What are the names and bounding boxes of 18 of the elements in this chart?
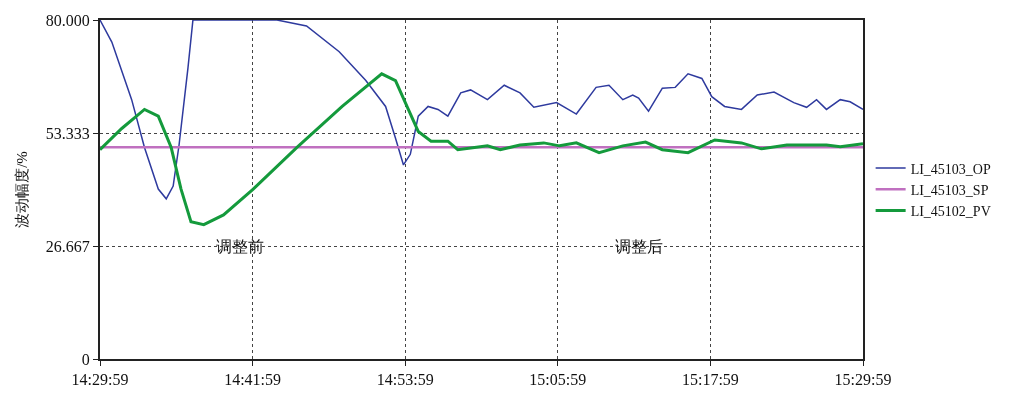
- x-tick-label: 14:53:59: [376, 371, 434, 389]
- y-axis-title: 波动幅度/%: [13, 151, 30, 228]
- x-tick-label: 14:41:59: [224, 371, 282, 389]
- x-tick-label: 15:05:59: [529, 371, 587, 389]
- x-tick-label: 15:29:59: [834, 371, 892, 389]
- annotation: 调整前: [216, 238, 264, 255]
- x-tick-label: 15:17:59: [681, 371, 739, 389]
- y-tick-label: 53.333: [45, 124, 90, 142]
- x-tick-label: 14:29:59: [71, 371, 129, 389]
- line-series: [100, 72, 863, 227]
- legend-label: LI_45103_SP: [910, 182, 989, 198]
- annotation: 调整后: [615, 238, 663, 255]
- y-tick-label: 26.667: [45, 237, 90, 255]
- line-series: [100, 20, 863, 200]
- y-tick-label: 0: [81, 350, 90, 368]
- legend-label: LI_45103_OP: [910, 161, 991, 177]
- y-tick-label: 80.000: [45, 11, 90, 29]
- legend-label: LI_45102_PV: [910, 203, 991, 219]
